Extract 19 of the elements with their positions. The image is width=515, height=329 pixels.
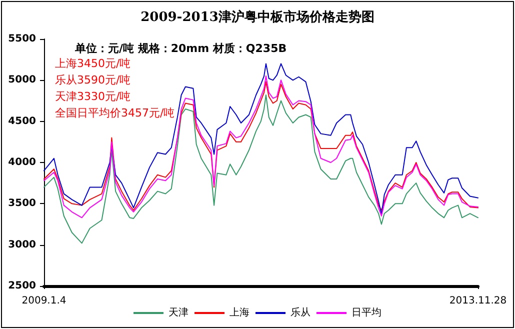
x-tick-label: 2009.1.4 — [22, 296, 66, 306]
legend-label: 天津 — [168, 306, 188, 318]
y-tick-label: 3000 — [8, 239, 36, 250]
legend-label: 上海 — [230, 306, 250, 318]
annotation: 单位：元/吨 规格：20mm 材质：Q235B — [74, 42, 287, 55]
legend-label: 日平均 — [352, 306, 382, 318]
annotation: 天津3330元/吨 — [55, 90, 131, 103]
x-tick-label: 2013.11.28 — [449, 296, 507, 306]
y-tick-label: 3500 — [8, 198, 36, 210]
y-tick-label: 5500 — [8, 34, 36, 44]
y-tick-label: 4000 — [8, 157, 36, 168]
y-tick-label: 2500 — [8, 280, 36, 292]
annotation: 上海3450元/吨 — [55, 57, 131, 70]
y-tick-label: 4500 — [8, 116, 36, 127]
chart-title: 2009-2013津沪粤中板市场价格走势图 — [140, 9, 374, 25]
annotation: 全国日平均价3457元/吨 — [55, 106, 175, 120]
legend-label: 乐从 — [290, 306, 310, 318]
y-tick-label: 5000 — [8, 74, 36, 86]
annotation: 乐从3590元/吨 — [55, 74, 131, 86]
